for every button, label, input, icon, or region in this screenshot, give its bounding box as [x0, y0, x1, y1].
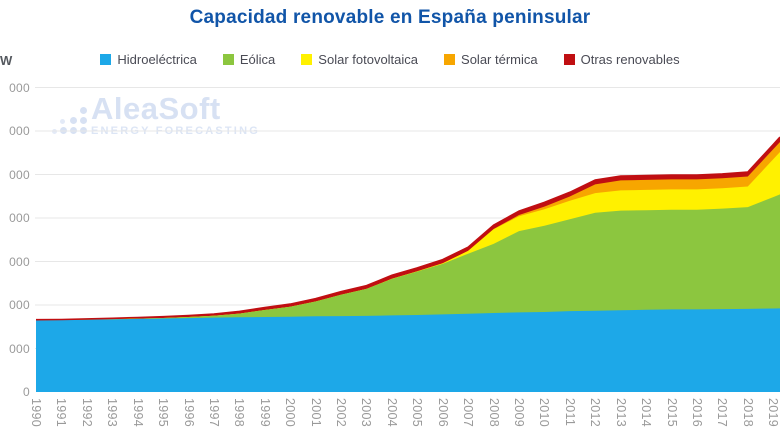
legend-label: Hidroeléctrica — [117, 51, 197, 67]
y-tick-label: 000 — [9, 341, 30, 356]
legend-label: Eólica — [239, 51, 276, 67]
chart-title: Capacidad renovable en España peninsular — [189, 7, 591, 28]
y-tick-label: 000 — [9, 298, 30, 312]
hidroelectrica-swatch-icon — [100, 53, 112, 65]
legend-label: Solar fotovoltaica — [318, 51, 419, 67]
legend-label: Solar térmica — [461, 51, 538, 67]
y-tick-label: 0 — [23, 385, 30, 399]
solar-fotovoltaica-swatch-icon — [301, 53, 313, 65]
y-tick-label: 000 — [9, 80, 30, 95]
legend-item-hidroelectrica[interactable]: Hidroeléctrica — [100, 51, 197, 67]
area-Hidroeléctrica — [36, 308, 780, 392]
legend-item-solar-fotovoltaica[interactable]: Solar fotovoltaica — [301, 52, 418, 67]
legend-label: Otras renovables — [580, 51, 680, 67]
eolica-swatch-icon — [222, 53, 234, 65]
legend-item-eolica[interactable]: Eólica — [222, 51, 276, 67]
legend-item-solar-termica[interactable]: Solar térmica — [444, 52, 538, 67]
legend-item-otras-renovables[interactable]: Otras renovables — [563, 51, 680, 67]
y-tick-label: 000 — [9, 124, 30, 138]
total-capacity-line — [35, 136, 780, 321]
y-tick-label: 000 — [9, 167, 30, 182]
y-tick-label: 000 — [9, 254, 30, 269]
otras-renovables-swatch-icon — [563, 53, 575, 65]
y-axis-unit-label: W — [0, 53, 13, 68]
y-tick-label: 000 — [9, 211, 30, 225]
watermark-brand: AleaSoft — [91, 91, 221, 126]
solar-termica-swatch-icon — [444, 53, 456, 65]
chart-legend: Hidroeléctrica Eólica Solar fotovoltaica… — [0, 50, 780, 68]
